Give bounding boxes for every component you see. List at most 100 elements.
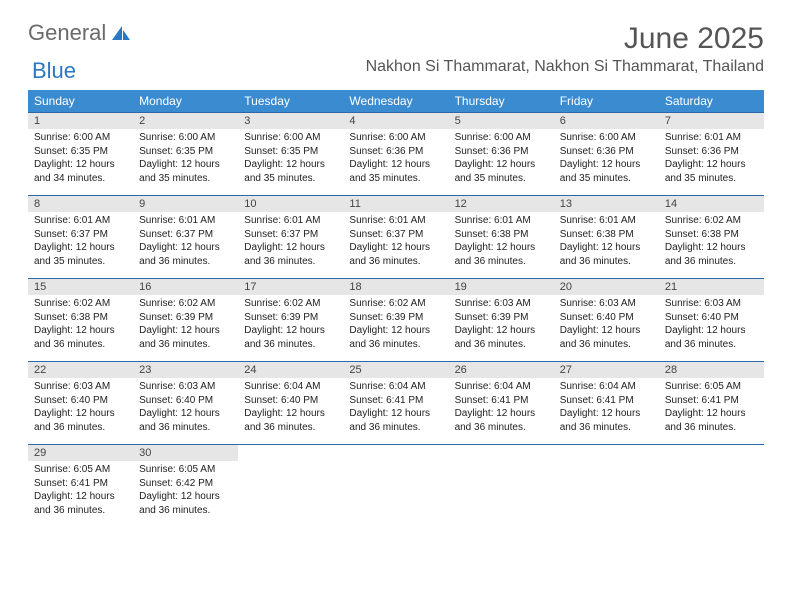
day-cell-number: 17 (238, 279, 343, 296)
day-details: Sunrise: 6:03 AMSunset: 6:39 PMDaylight:… (449, 295, 554, 361)
sunrise-label: Sunrise: (349, 215, 388, 226)
sunset-label: Sunset: (349, 229, 386, 240)
day-number: 29 (28, 445, 133, 461)
day-cell-data: Sunrise: 6:03 AMSunset: 6:40 PMDaylight:… (659, 295, 764, 362)
title-block: June 2025 Nakhon Si Thammarat, Nakhon Si… (366, 22, 764, 76)
sunrise-value: 6:03 AM (704, 298, 741, 309)
day-cell-data: Sunrise: 6:01 AMSunset: 6:36 PMDaylight:… (659, 129, 764, 196)
sunset-label: Sunset: (455, 395, 492, 406)
day-number: 18 (343, 279, 448, 295)
day-cell-data: Sunrise: 6:03 AMSunset: 6:40 PMDaylight:… (133, 378, 238, 445)
day-details: Sunrise: 6:03 AMSunset: 6:40 PMDaylight:… (28, 378, 133, 444)
daylight-label: Daylight: (455, 242, 497, 253)
day-number: 23 (133, 362, 238, 378)
sunrise-value: 6:02 AM (704, 215, 741, 226)
day-cell-number: 28 (659, 362, 764, 379)
sunset-value: 6:41 PM (491, 395, 528, 406)
week-daynum-row: 2930 (28, 445, 764, 462)
sunset-value: 6:35 PM (71, 146, 108, 157)
sunset-label: Sunset: (244, 146, 281, 157)
day-cell-data: Sunrise: 6:01 AMSunset: 6:37 PMDaylight:… (343, 212, 448, 279)
day-number: 21 (659, 279, 764, 295)
weekday-header: Wednesday (343, 90, 448, 113)
day-cell-number: 10 (238, 196, 343, 213)
day-cell-data: Sunrise: 6:05 AMSunset: 6:42 PMDaylight:… (133, 461, 238, 527)
sunset-value: 6:39 PM (281, 312, 318, 323)
day-cell-data: Sunrise: 6:02 AMSunset: 6:39 PMDaylight:… (133, 295, 238, 362)
sunset-value: 6:38 PM (596, 229, 633, 240)
sunset-label: Sunset: (34, 395, 71, 406)
day-cell-number: 3 (238, 113, 343, 130)
day-cell-number: 20 (554, 279, 659, 296)
daylight-label: Daylight: (34, 408, 76, 419)
sunrise-value: 6:05 AM (704, 381, 741, 392)
day-cell-data: Sunrise: 6:01 AMSunset: 6:38 PMDaylight:… (554, 212, 659, 279)
day-details: Sunrise: 6:00 AMSunset: 6:36 PMDaylight:… (449, 129, 554, 195)
sunrise-value: 6:00 AM (494, 132, 531, 143)
day-number: 25 (343, 362, 448, 378)
weekday-header: Thursday (449, 90, 554, 113)
sunrise-label: Sunrise: (244, 298, 283, 309)
sunset-label: Sunset: (665, 229, 702, 240)
sunrise-value: 6:04 AM (389, 381, 426, 392)
day-details: Sunrise: 6:03 AMSunset: 6:40 PMDaylight:… (133, 378, 238, 444)
day-details: Sunrise: 6:00 AMSunset: 6:35 PMDaylight:… (28, 129, 133, 195)
daylight-label: Daylight: (139, 325, 181, 336)
week-data-row: Sunrise: 6:01 AMSunset: 6:37 PMDaylight:… (28, 212, 764, 279)
sunrise-label: Sunrise: (34, 132, 73, 143)
sunrise-label: Sunrise: (455, 298, 494, 309)
daylight-label: Daylight: (139, 408, 181, 419)
logo: General (28, 22, 132, 44)
daylight-label: Daylight: (34, 159, 76, 170)
day-details: Sunrise: 6:04 AMSunset: 6:41 PMDaylight:… (449, 378, 554, 444)
sunrise-value: 6:05 AM (73, 464, 110, 475)
sunrise-label: Sunrise: (139, 215, 178, 226)
sunrise-label: Sunrise: (244, 132, 283, 143)
sunrise-value: 6:02 AM (73, 298, 110, 309)
daylight-label: Daylight: (349, 325, 391, 336)
day-number: 14 (659, 196, 764, 212)
sunset-value: 6:37 PM (281, 229, 318, 240)
daylight-label: Daylight: (665, 325, 707, 336)
day-cell-data (554, 461, 659, 527)
calendar-table: Sunday Monday Tuesday Wednesday Thursday… (28, 90, 764, 527)
sunrise-label: Sunrise: (34, 381, 73, 392)
daylight-label: Daylight: (34, 325, 76, 336)
day-cell-number (554, 445, 659, 462)
sunrise-label: Sunrise: (665, 132, 704, 143)
sunrise-value: 6:02 AM (389, 298, 426, 309)
week-data-row: Sunrise: 6:02 AMSunset: 6:38 PMDaylight:… (28, 295, 764, 362)
day-cell-number (659, 445, 764, 462)
day-cell-data (238, 461, 343, 527)
day-cell-number: 26 (449, 362, 554, 379)
day-number: 8 (28, 196, 133, 212)
sunset-label: Sunset: (139, 478, 176, 489)
day-details: Sunrise: 6:05 AMSunset: 6:42 PMDaylight:… (133, 461, 238, 527)
daylight-label: Daylight: (560, 408, 602, 419)
weekday-header-row: Sunday Monday Tuesday Wednesday Thursday… (28, 90, 764, 113)
sunrise-label: Sunrise: (455, 381, 494, 392)
weekday-header: Sunday (28, 90, 133, 113)
day-details: Sunrise: 6:03 AMSunset: 6:40 PMDaylight:… (554, 295, 659, 361)
day-cell-number: 18 (343, 279, 448, 296)
day-number: 16 (133, 279, 238, 295)
sunrise-label: Sunrise: (139, 298, 178, 309)
day-cell-data: Sunrise: 6:02 AMSunset: 6:38 PMDaylight:… (28, 295, 133, 362)
daylight-label: Daylight: (244, 325, 286, 336)
sunset-value: 6:41 PM (71, 478, 108, 489)
day-details: Sunrise: 6:02 AMSunset: 6:39 PMDaylight:… (343, 295, 448, 361)
sunset-label: Sunset: (560, 146, 597, 157)
sunset-value: 6:37 PM (71, 229, 108, 240)
day-number: 15 (28, 279, 133, 295)
sunset-value: 6:36 PM (702, 146, 739, 157)
day-details: Sunrise: 6:05 AMSunset: 6:41 PMDaylight:… (28, 461, 133, 527)
day-cell-data: Sunrise: 6:01 AMSunset: 6:37 PMDaylight:… (133, 212, 238, 279)
day-details: Sunrise: 6:04 AMSunset: 6:41 PMDaylight:… (554, 378, 659, 444)
sunset-value: 6:38 PM (702, 229, 739, 240)
day-cell-number: 12 (449, 196, 554, 213)
day-cell-data: Sunrise: 6:01 AMSunset: 6:38 PMDaylight:… (449, 212, 554, 279)
day-cell-data: Sunrise: 6:01 AMSunset: 6:37 PMDaylight:… (238, 212, 343, 279)
day-cell-data: Sunrise: 6:03 AMSunset: 6:40 PMDaylight:… (554, 295, 659, 362)
day-details: Sunrise: 6:00 AMSunset: 6:35 PMDaylight:… (238, 129, 343, 195)
sunrise-label: Sunrise: (560, 298, 599, 309)
